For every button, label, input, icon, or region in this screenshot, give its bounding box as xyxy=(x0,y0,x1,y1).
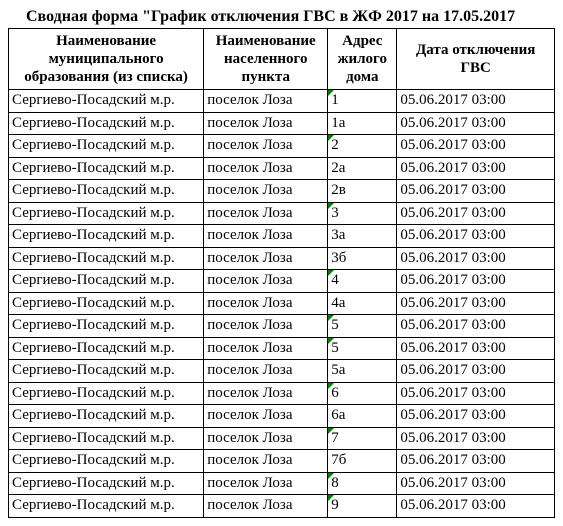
table-row: Сергиево-Посадский м.р.поселок Лоза2в05.… xyxy=(9,180,555,203)
table-row: Сергиево-Посадский м.р.поселок Лоза5а05.… xyxy=(9,360,555,383)
cell-date: 05.06.2017 03:00 xyxy=(397,292,555,315)
cell-municipality: Сергиево-Посадский м.р. xyxy=(9,135,204,158)
cell-settlement: поселок Лоза xyxy=(204,315,328,338)
cell-settlement: поселок Лоза xyxy=(204,360,328,383)
cell-address: 2а xyxy=(328,157,397,180)
cell-municipality: Сергиево-Посадский м.р. xyxy=(9,180,204,203)
cell-address: 4 xyxy=(328,270,397,293)
cell-address: 6а xyxy=(328,405,397,428)
cell-date: 05.06.2017 03:00 xyxy=(397,112,555,135)
table-row: Сергиево-Посадский м.р.поселок Лоза2а05.… xyxy=(9,157,555,180)
cell-date: 05.06.2017 03:00 xyxy=(397,405,555,428)
cell-settlement: поселок Лоза xyxy=(204,90,328,113)
cell-address: 4а xyxy=(328,292,397,315)
table-header-row: Наименование муниципального образования … xyxy=(9,29,555,90)
cell-date: 05.06.2017 03:00 xyxy=(397,202,555,225)
cell-date: 05.06.2017 03:00 xyxy=(397,247,555,270)
cell-municipality: Сергиево-Посадский м.р. xyxy=(9,405,204,428)
table-row: Сергиево-Посадский м.р.поселок Лоза805.0… xyxy=(9,472,555,495)
cell-settlement: поселок Лоза xyxy=(204,247,328,270)
table-row: Сергиево-Посадский м.р.поселок Лоза605.0… xyxy=(9,382,555,405)
table-body: Сергиево-Посадский м.р.поселок Лоза105.0… xyxy=(9,90,555,518)
table-row: Сергиево-Посадский м.р.поселок Лоза505.0… xyxy=(9,337,555,360)
cell-date: 05.06.2017 03:00 xyxy=(397,337,555,360)
cell-municipality: Сергиево-Посадский м.р. xyxy=(9,157,204,180)
cell-settlement: поселок Лоза xyxy=(204,472,328,495)
cell-municipality: Сергиево-Посадский м.р. xyxy=(9,292,204,315)
cell-date: 05.06.2017 03:00 xyxy=(397,382,555,405)
cell-settlement: поселок Лоза xyxy=(204,135,328,158)
cell-settlement: поселок Лоза xyxy=(204,270,328,293)
gvs-schedule-table: Наименование муниципального образования … xyxy=(8,28,555,518)
table-row: Сергиево-Посадский м.р.поселок Лоза3б05.… xyxy=(9,247,555,270)
cell-municipality: Сергиево-Посадский м.р. xyxy=(9,472,204,495)
cell-date: 05.06.2017 03:00 xyxy=(397,472,555,495)
cell-settlement: поселок Лоза xyxy=(204,450,328,473)
cell-date: 05.06.2017 03:00 xyxy=(397,90,555,113)
table-row: Сергиево-Посадский м.р.поселок Лоза405.0… xyxy=(9,270,555,293)
cell-date: 05.06.2017 03:00 xyxy=(397,270,555,293)
table-row: Сергиево-Посадский м.р.поселок Лоза6а05.… xyxy=(9,405,555,428)
col-header-municipality: Наименование муниципального образования … xyxy=(9,29,204,90)
cell-municipality: Сергиево-Посадский м.р. xyxy=(9,315,204,338)
cell-date: 05.06.2017 03:00 xyxy=(397,157,555,180)
cell-address: 3б xyxy=(328,247,397,270)
cell-municipality: Сергиево-Посадский м.р. xyxy=(9,360,204,383)
table-row: Сергиево-Посадский м.р.поселок Лоза305.0… xyxy=(9,202,555,225)
cell-address: 7 xyxy=(328,427,397,450)
cell-date: 05.06.2017 03:00 xyxy=(397,315,555,338)
cell-address: 2в xyxy=(328,180,397,203)
cell-settlement: поселок Лоза xyxy=(204,427,328,450)
table-row: Сергиево-Посадский м.р.поселок Лоза205.0… xyxy=(9,135,555,158)
cell-municipality: Сергиево-Посадский м.р. xyxy=(9,450,204,473)
table-row: Сергиево-Посадский м.р.поселок Лоза4а05.… xyxy=(9,292,555,315)
cell-address: 5 xyxy=(328,315,397,338)
cell-address: 2 xyxy=(328,135,397,158)
cell-municipality: Сергиево-Посадский м.р. xyxy=(9,247,204,270)
col-header-settlement: Наименование населенного пункта xyxy=(204,29,328,90)
cell-municipality: Сергиево-Посадский м.р. xyxy=(9,270,204,293)
cell-date: 05.06.2017 03:00 xyxy=(397,225,555,248)
cell-municipality: Сергиево-Посадский м.р. xyxy=(9,225,204,248)
cell-municipality: Сергиево-Посадский м.р. xyxy=(9,90,204,113)
cell-address: 3 xyxy=(328,202,397,225)
cell-date: 05.06.2017 03:00 xyxy=(397,360,555,383)
cell-municipality: Сергиево-Посадский м.р. xyxy=(9,202,204,225)
cell-address: 5 xyxy=(328,337,397,360)
cell-settlement: поселок Лоза xyxy=(204,337,328,360)
table-row: Сергиево-Посадский м.р.поселок Лоза3а05.… xyxy=(9,225,555,248)
cell-municipality: Сергиево-Посадский м.р. xyxy=(9,382,204,405)
cell-address: 5а xyxy=(328,360,397,383)
cell-settlement: поселок Лоза xyxy=(204,225,328,248)
cell-municipality: Сергиево-Посадский м.р. xyxy=(9,427,204,450)
cell-address: 6 xyxy=(328,382,397,405)
table-row: Сергиево-Посадский м.р.поселок Лоза1а05.… xyxy=(9,112,555,135)
page-title: Сводная форма "График отключения ГВС в Ж… xyxy=(8,8,555,26)
cell-municipality: Сергиево-Посадский м.р. xyxy=(9,337,204,360)
cell-address: 1 xyxy=(328,90,397,113)
table-row: Сергиево-Посадский м.р.поселок Лоза505.0… xyxy=(9,315,555,338)
cell-settlement: поселок Лоза xyxy=(204,202,328,225)
col-header-address: Адрес жилого дома xyxy=(328,29,397,90)
table-row: Сергиево-Посадский м.р.поселок Лоза7б05.… xyxy=(9,450,555,473)
cell-date: 05.06.2017 03:00 xyxy=(397,450,555,473)
cell-settlement: поселок Лоза xyxy=(204,405,328,428)
cell-settlement: поселок Лоза xyxy=(204,180,328,203)
cell-date: 05.06.2017 03:00 xyxy=(397,135,555,158)
cell-address: 1а xyxy=(328,112,397,135)
cell-address: 8 xyxy=(328,472,397,495)
table-row: Сергиево-Посадский м.р.поселок Лоза705.0… xyxy=(9,427,555,450)
cell-address: 3а xyxy=(328,225,397,248)
col-header-date: Дата отключения ГВС xyxy=(397,29,555,90)
cell-municipality: Сергиево-Посадский м.р. xyxy=(9,112,204,135)
cell-settlement: поселок Лоза xyxy=(204,157,328,180)
cell-settlement: поселок Лоза xyxy=(204,112,328,135)
cell-settlement: поселок Лоза xyxy=(204,382,328,405)
cell-settlement: поселок Лоза xyxy=(204,292,328,315)
cell-address: 7б xyxy=(328,450,397,473)
cell-date: 05.06.2017 03:00 xyxy=(397,427,555,450)
table-row: Сергиево-Посадский м.р.поселок Лоза105.0… xyxy=(9,90,555,113)
cell-date: 05.06.2017 03:00 xyxy=(397,180,555,203)
